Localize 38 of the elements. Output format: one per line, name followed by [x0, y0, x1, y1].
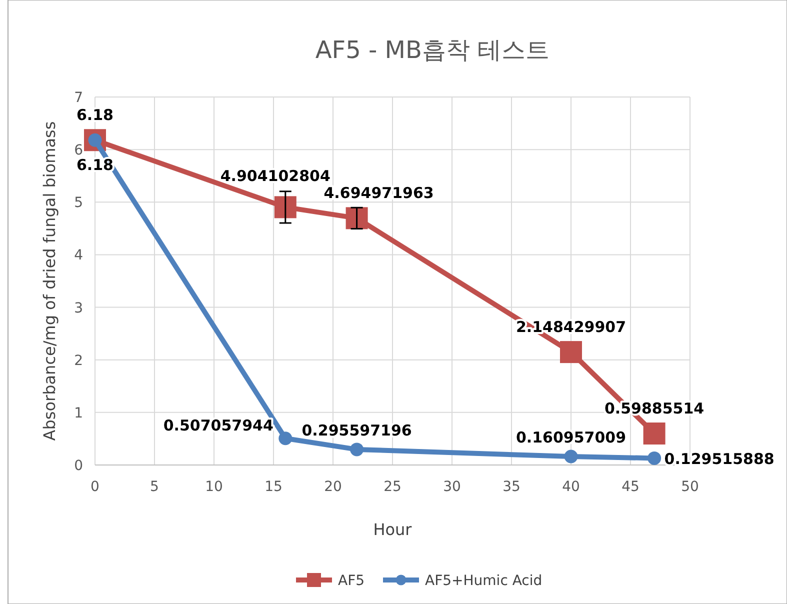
- legend-label: AF5: [338, 573, 365, 589]
- x-tick-label: 25: [384, 479, 402, 495]
- chart-title: AF5 - MB흡착 테스트: [315, 36, 550, 64]
- x-tick-label: 30: [443, 479, 461, 495]
- y-axis-title: Absorbance/mg of dried fungal biomass: [40, 121, 59, 441]
- x-axis-title: Hour: [373, 520, 412, 539]
- x-tick-label: 50: [681, 479, 699, 495]
- y-tick-label: 3: [74, 300, 83, 316]
- data-label: 4.904102804: [220, 167, 330, 186]
- y-tick-label: 2: [74, 352, 83, 369]
- data-label: 0.160957009: [516, 428, 626, 447]
- point: [274, 196, 296, 218]
- y-tick-label: 6: [74, 142, 84, 159]
- y-tick-label: 1: [74, 405, 83, 422]
- point: [648, 451, 662, 465]
- point: [278, 432, 292, 446]
- point: [560, 341, 582, 364]
- data-label: 6.18: [76, 106, 114, 124]
- x-tick-label: 45: [622, 479, 640, 495]
- y-tick-label: 7: [74, 90, 83, 106]
- x-tick-label: 35: [502, 479, 520, 495]
- x-tick-label: 15: [264, 479, 282, 495]
- data-label: 0.129515888: [664, 450, 774, 468]
- y-tick-label: 0: [74, 458, 83, 474]
- data-label: 0.295597196: [302, 421, 412, 440]
- x-tick-label: 10: [205, 479, 223, 495]
- data-label: 0.507057944: [163, 416, 274, 434]
- x-tick-label: 20: [324, 479, 342, 495]
- point: [564, 450, 578, 464]
- legend-label: AF5+Humic Acid: [425, 573, 542, 589]
- x-tick-label: 5: [150, 479, 159, 495]
- y-tick-label: 4: [74, 248, 84, 264]
- data-label: 4.694971963: [324, 184, 434, 202]
- x-tick-label: 0: [90, 479, 100, 495]
- y-tick-label: 5: [74, 195, 83, 212]
- point: [643, 422, 666, 445]
- point: [350, 442, 364, 456]
- x-tick-label: 40: [562, 479, 580, 495]
